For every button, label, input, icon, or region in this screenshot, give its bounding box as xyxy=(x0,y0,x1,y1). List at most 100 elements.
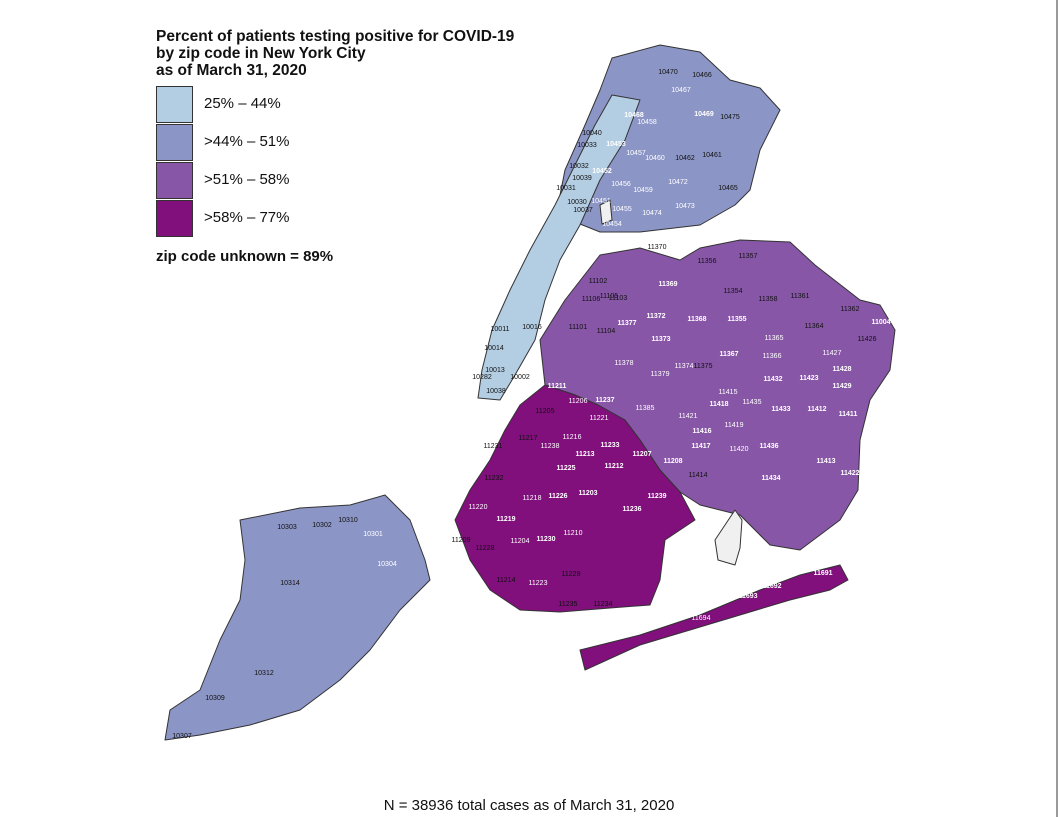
zip-label-11420: 11420 xyxy=(730,446,749,453)
zip-label-10301: 10301 xyxy=(363,531,383,538)
zip-label-11358: 11358 xyxy=(759,296,778,303)
zip-label-11203: 11203 xyxy=(578,490,597,497)
frame-edge xyxy=(1056,0,1058,817)
footnote: N = 38936 total cases as of March 31, 20… xyxy=(383,797,675,814)
zip-label-10452: 10452 xyxy=(592,168,612,175)
legend-label-1: 25% – 44% xyxy=(204,95,281,112)
zip-label-11416: 11416 xyxy=(692,428,711,435)
zip-label-10033: 10033 xyxy=(577,142,597,149)
zip-label-10460: 10460 xyxy=(645,155,665,162)
zip-label-10458: 10458 xyxy=(637,119,657,126)
zip-label-11385: 11385 xyxy=(636,405,655,412)
zip-label-10037: 10037 xyxy=(573,207,593,214)
borough-bronx xyxy=(557,44,781,233)
zip-label-11231: 11231 xyxy=(484,443,503,450)
zip-label-11370: 11370 xyxy=(648,244,667,251)
zip-label-10304: 10304 xyxy=(377,561,397,568)
zip-label-10030: 10030 xyxy=(567,199,587,206)
zip-label-11364: 11364 xyxy=(805,323,824,330)
unknown-zip-note: zip code unknown = 89% xyxy=(156,248,334,265)
zip-label-11106: 11106 xyxy=(582,296,601,303)
jamaica-bay-no-data xyxy=(714,509,743,566)
zip-label-10031: 10031 xyxy=(556,185,576,192)
zip-label-11104: 11104 xyxy=(597,328,616,335)
zip-label-11233: 11233 xyxy=(600,442,619,449)
zip-label-11237: 11237 xyxy=(595,397,614,404)
zip-label-11101: 11101 xyxy=(569,324,588,331)
zip-label-11235: 11235 xyxy=(559,601,578,608)
zip-label-11366: 11366 xyxy=(763,353,782,360)
zip-label-10016: 10016 xyxy=(522,324,542,331)
zip-label-11217: 11217 xyxy=(519,435,538,442)
legend-swatch-2 xyxy=(156,124,193,161)
zip-label-11213: 11213 xyxy=(575,451,594,458)
zip-label-11234: 11234 xyxy=(594,601,613,608)
zip-label-11365: 11365 xyxy=(765,335,784,342)
zip-label-10312: 10312 xyxy=(254,670,274,677)
zip-label-11414: 11414 xyxy=(689,472,708,479)
zip-label-11204: 11204 xyxy=(511,538,530,545)
zip-label-10468: 10468 xyxy=(624,112,644,119)
zip-label-10455: 10455 xyxy=(612,206,632,213)
zip-label-10039: 10039 xyxy=(572,175,592,182)
zip-label-11432: 11432 xyxy=(763,376,782,383)
zip-label-11105: 11105 xyxy=(600,293,619,300)
title-line-1: Percent of patients testing positive for… xyxy=(156,28,515,45)
rockaway-peninsula xyxy=(579,564,849,671)
zip-label-11412: 11412 xyxy=(807,406,826,413)
zip-label-10032: 10032 xyxy=(569,163,589,170)
legend-label-2: >44% – 51% xyxy=(204,133,290,150)
zip-label-10461: 10461 xyxy=(702,152,722,159)
legend-label-4: >58% – 77% xyxy=(204,209,290,226)
zip-label-11218: 11218 xyxy=(523,495,542,502)
zip-label-11210: 11210 xyxy=(564,530,583,537)
zip-label-10473: 10473 xyxy=(675,203,695,210)
zip-label-11208: 11208 xyxy=(663,458,682,465)
zip-label-10462: 10462 xyxy=(675,155,695,162)
zip-label-10459: 10459 xyxy=(633,187,653,194)
zip-label-11362: 11362 xyxy=(841,306,860,313)
zip-label-11435: 11435 xyxy=(743,399,762,406)
zip-label-10469: 10469 xyxy=(694,111,714,118)
zip-label-11103: 11103 xyxy=(609,295,628,302)
zip-label-11377: 11377 xyxy=(617,320,636,327)
zip-label-11433: 11433 xyxy=(771,406,790,413)
zip-label-11230: 11230 xyxy=(536,536,555,543)
zip-label-10314: 10314 xyxy=(280,580,300,587)
zip-label-11434: 11434 xyxy=(761,475,780,482)
map-title: Percent of patients testing positive for… xyxy=(156,28,576,79)
zip-label-10302: 10302 xyxy=(312,522,332,529)
zip-label-10303: 10303 xyxy=(277,524,297,531)
zip-label-11209: 11209 xyxy=(452,537,471,544)
legend-swatch-3 xyxy=(156,162,193,199)
zip-label-11413: 11413 xyxy=(816,458,835,465)
zip-label-10467: 10467 xyxy=(671,87,691,94)
zip-label-11236: 11236 xyxy=(622,506,641,513)
zip-label-11375: 11375 xyxy=(694,363,713,370)
zip-label-11356: 11356 xyxy=(698,258,717,265)
zip-label-11238: 11238 xyxy=(541,443,560,450)
zip-label-11369: 11369 xyxy=(658,281,677,288)
zip-label-11418: 11418 xyxy=(709,401,728,408)
zip-label-11221: 11221 xyxy=(590,415,609,422)
zip-label-11004: 11004 xyxy=(871,319,890,326)
zip-label-10014: 10014 xyxy=(484,345,504,352)
zip-label-11223: 11223 xyxy=(529,580,548,587)
zip-label-10013: 10013 xyxy=(485,367,505,374)
randalls-island-no-data xyxy=(599,199,613,225)
zip-label-11411: 11411 xyxy=(839,411,858,418)
zip-label-11427: 11427 xyxy=(823,350,842,357)
zip-label-11355: 11355 xyxy=(727,316,746,323)
zip-label-11694: 11694 xyxy=(692,615,711,622)
zip-label-10457: 10457 xyxy=(626,150,646,157)
legend-swatch-1 xyxy=(156,86,193,123)
title-line-2: by zip code in New York City xyxy=(156,45,366,62)
zip-label-11212: 11212 xyxy=(604,463,623,470)
zip-label-11373: 11373 xyxy=(651,336,670,343)
zip-label-11378: 11378 xyxy=(615,360,634,367)
zip-label-10456: 10456 xyxy=(611,181,631,188)
zip-label-11428: 11428 xyxy=(832,366,851,373)
zip-label-10038: 10038 xyxy=(486,388,506,395)
legend-swatch-4 xyxy=(156,200,193,237)
